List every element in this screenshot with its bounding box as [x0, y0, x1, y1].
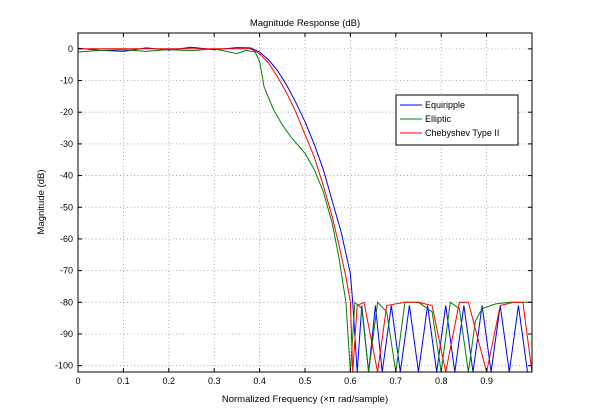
y-tick-label: -10: [60, 76, 73, 86]
x-tick-label: 0.1: [117, 376, 130, 386]
y-tick-label: -30: [60, 139, 73, 149]
y-tick-label: -50: [60, 202, 73, 212]
x-axis-label: Normalized Frequency (×π rad/sample): [222, 394, 388, 405]
legend: Equiripple Elliptic Chebyshev Type II: [395, 94, 519, 146]
y-tick-label: -40: [60, 171, 73, 181]
legend-label-equiripple: Equiripple: [425, 100, 465, 110]
y-tick-label: -60: [60, 234, 73, 244]
x-tick-label: 0.8: [435, 376, 448, 386]
x-tick-label: 0.6: [344, 376, 357, 386]
x-tick-label: 0.5: [299, 376, 312, 386]
axes-frame: [77, 32, 533, 373]
chart-title: Magnitude Response (dB): [250, 18, 360, 29]
y-tick-label: -20: [60, 107, 73, 117]
legend-entry-equiripple: Equiripple: [400, 100, 465, 110]
series-line-equiripple: [78, 46, 532, 372]
series-lines: [78, 46, 532, 372]
y-tick-label: -100: [55, 361, 73, 371]
x-tick-label: 0.3: [208, 376, 221, 386]
legend-entry-chebyshev: Chebyshev Type II: [400, 128, 499, 138]
legend-label-chebyshev: Chebyshev Type II: [425, 128, 499, 138]
y-tick-label: -80: [60, 297, 73, 307]
y-axis-label: Magnitude (dB): [36, 170, 47, 235]
series-line-elliptic: [78, 48, 532, 372]
ticks: 0 0.1 0.2 0.3 0.4 0.5 0.6 0.7 0.8 0.9 0 -10 -20 -30 -4…: [55, 33, 532, 386]
y-tick-label: 0: [68, 44, 73, 54]
x-tick-label: 0.2: [163, 376, 176, 386]
series-line-chebyshev-type-ii: [78, 48, 532, 372]
grid: [78, 33, 532, 372]
x-tick-label: 0.4: [253, 376, 266, 386]
x-tick-label: 0.7: [390, 376, 403, 386]
y-tick-label: -70: [60, 266, 73, 276]
legend-box: [395, 94, 519, 146]
legend-label-elliptic: Elliptic: [425, 114, 452, 124]
x-tick-label: 0: [75, 376, 80, 386]
y-tick-label: -90: [60, 329, 73, 339]
x-tick-label: 0.9: [480, 376, 493, 386]
legend-entry-elliptic: Elliptic: [400, 114, 452, 124]
